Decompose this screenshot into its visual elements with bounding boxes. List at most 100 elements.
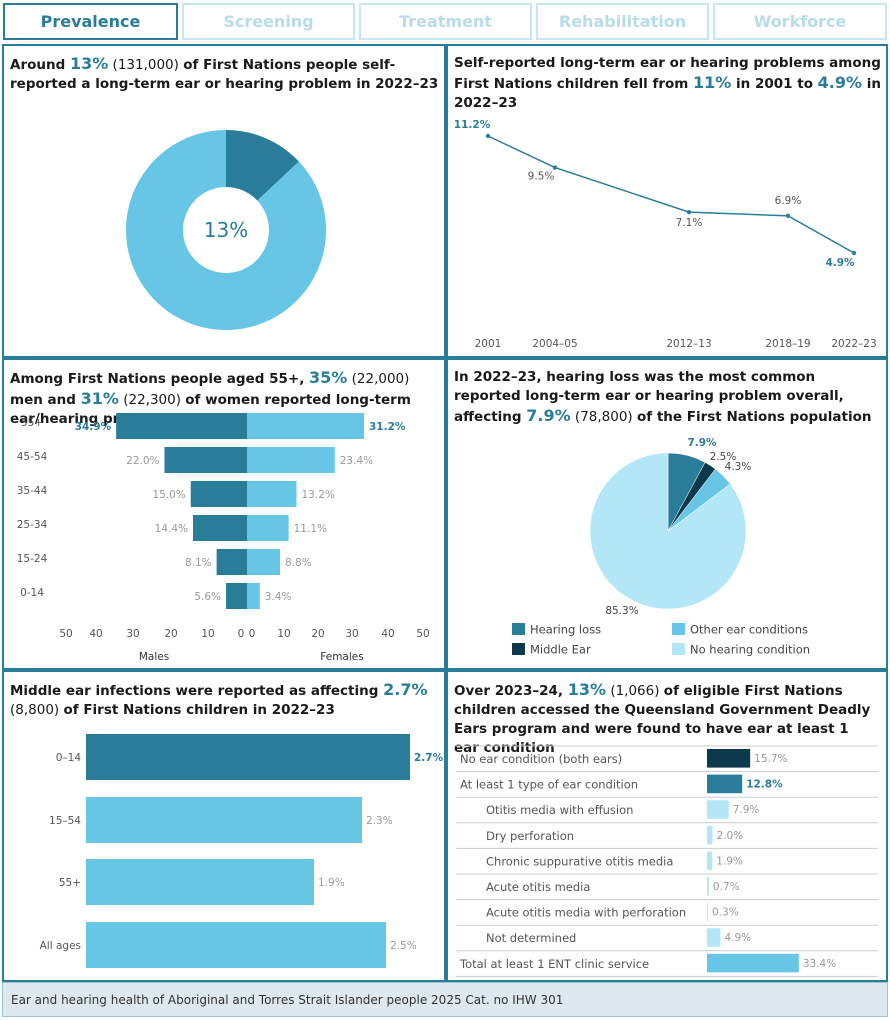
pie-slice-3: [589, 452, 747, 610]
male-bar-label-4: 8.1%: [185, 557, 212, 569]
panel-middle-ear: Middle ear infections were reported as a…: [2, 670, 446, 982]
female-bar-5: [247, 583, 260, 609]
row-value-5: 0.7%: [713, 881, 740, 893]
tab-treatment[interactable]: Treatment: [359, 3, 532, 40]
legend-swatch-0: [512, 623, 525, 635]
x-tick-label-0: 2001: [475, 338, 502, 350]
donut-chart: 13%: [125, 130, 326, 330]
pie-label-3: 85.3%: [605, 605, 638, 617]
panel-age-sex: Among First Nations people aged 55+, 35%…: [2, 358, 446, 670]
pie-label-1: 2.5%: [710, 451, 737, 463]
tab-rehabilitation[interactable]: Rehabilitation: [536, 3, 709, 40]
male-bar-2: [190, 481, 247, 507]
pie-label-0: 7.9%: [687, 437, 717, 449]
donut-hole: [183, 187, 269, 273]
x-tick-label-4: 2022–23: [831, 338, 876, 350]
donut-center-label: 13%: [204, 218, 248, 242]
male-bar-1: [164, 447, 247, 473]
row-label-3: Dry perforation: [486, 829, 574, 843]
legend-swatch-1: [512, 643, 525, 655]
age-label-2: 35-44: [17, 485, 48, 497]
tab-workforce[interactable]: Workforce: [713, 3, 887, 40]
female-bar-1: [247, 447, 335, 473]
female-bar-label-2: 13.2%: [302, 489, 335, 501]
male-bar-4: [216, 549, 247, 575]
panel-deadly-ears: Over 2023–24, 13% (1,066) of eligible Fi…: [446, 670, 888, 982]
row-value-7: 4.9%: [724, 932, 751, 944]
male-bar-label-1: 22.0%: [126, 455, 159, 467]
row-label-6: Acute otitis media with perforation: [486, 906, 686, 920]
x-tick-right-0: 0: [249, 628, 256, 640]
row-label-0: No ear condition (both ears): [460, 752, 622, 766]
bar-1: [86, 797, 362, 843]
legend-label-1: Middle Ear: [530, 643, 591, 657]
pie-label-2: 4.3%: [725, 461, 752, 473]
bar-value-label-0: 2.7%: [414, 752, 444, 764]
row-bar-7: [707, 928, 721, 947]
x-tick-label-1: 2004–05: [532, 338, 577, 350]
female-bar-4: [247, 549, 280, 575]
female-bar-2: [247, 481, 297, 507]
row-bar-0: [707, 749, 751, 768]
line-data-label-3: 6.9%: [775, 195, 802, 207]
female-bar-label-5: 3.4%: [265, 591, 292, 603]
age-label-1: 45-54: [17, 451, 48, 463]
line-point-1: [552, 165, 558, 170]
line-point-2: [686, 209, 692, 215]
female-bar-label-4: 8.8%: [285, 557, 312, 569]
bar-chart: 0–14 2.7% 15–54 2.3% 55+ 1.9% All ages 2.5%: [40, 734, 444, 968]
bar-value-label-2: 1.9%: [318, 877, 345, 889]
female-bar-0: [247, 413, 364, 439]
panel-title: Around 13% (131,000) of First Nations pe…: [10, 54, 439, 92]
male-bar-3: [193, 515, 247, 541]
row-value-6: 0.3%: [712, 907, 739, 919]
bar-category-1: 15–54: [49, 815, 81, 827]
male-bar-label-5: 5.6%: [194, 591, 221, 603]
bar-category-3: All ages: [40, 940, 81, 952]
row-bar-4: [707, 851, 713, 870]
bar-2: [86, 859, 314, 905]
butterfly-chart: 55+ 45-54 35-44 25-34 15-24 0-14 34.9% 22.0% 15.…: [17, 413, 430, 663]
row-label-2: Otitis media with effusion: [486, 803, 633, 817]
x-tick-left-3: 20: [164, 628, 177, 640]
panel-children-trend: Self-reported long-term ear or hearing p…: [446, 44, 888, 358]
male-bar-label-3: 14.4%: [155, 523, 188, 535]
female-bar-label-0: 31.2%: [369, 421, 406, 433]
row-value-3: 2.0%: [717, 830, 744, 842]
panel-condition-types: In 2022–23, hearing loss was the most co…: [446, 358, 888, 670]
row-value-8: 33.4%: [803, 958, 836, 970]
x-tick-right-4: 40: [381, 628, 394, 640]
tab-bar: Prevalence Screening Treatment Rehabilit…: [0, 0, 890, 44]
row-value-1: 12.8%: [746, 779, 783, 791]
x-tick-left-2: 30: [126, 628, 139, 640]
x-tick-label-2: 2012–13: [666, 338, 711, 350]
tab-prevalence[interactable]: Prevalence: [3, 3, 178, 40]
x-tick-right-3: 30: [345, 628, 358, 640]
series-label-females: Females: [320, 651, 363, 663]
tab-screening[interactable]: Screening: [182, 3, 355, 40]
bar-category-2: 55+: [59, 877, 81, 889]
pie-chart: 7.9% 2.5%4.3% 85.3% Hearing loss Other ear c…: [512, 437, 810, 657]
row-label-7: Not determined: [486, 931, 576, 945]
x-tick-right-5: 50: [416, 628, 429, 640]
row-label-5: Acute otitis media: [486, 880, 590, 894]
row-label-4: Chronic suppurative otitis media: [486, 854, 673, 868]
row-bar-8: [707, 953, 799, 973]
male-bar-0: [116, 413, 247, 439]
bar-category-0: 0–14: [56, 752, 82, 764]
x-tick-left-0: 50: [59, 628, 72, 640]
legend-label-0: Hearing loss: [530, 623, 601, 637]
x-tick-left-5: 0: [238, 628, 245, 640]
age-label-4: 15-24: [17, 553, 48, 565]
row-label-8: Total at least 1 ENT clinic service: [459, 957, 649, 971]
age-label-3: 25-34: [17, 519, 48, 531]
line-point-4: [851, 250, 857, 256]
bar-0: [86, 734, 410, 780]
panel-overall-prevalence: Around 13% (131,000) of First Nations pe…: [2, 44, 446, 358]
x-tick-right-1: 10: [277, 628, 290, 640]
male-bar-label-0: 34.9%: [75, 421, 112, 433]
legend-swatch-2: [672, 623, 685, 635]
x-tick-left-1: 40: [89, 628, 102, 640]
panel-title: Over 2023–24, 13% (1,066) of eligible Fi…: [454, 680, 871, 756]
row-bar-5: [707, 877, 709, 896]
